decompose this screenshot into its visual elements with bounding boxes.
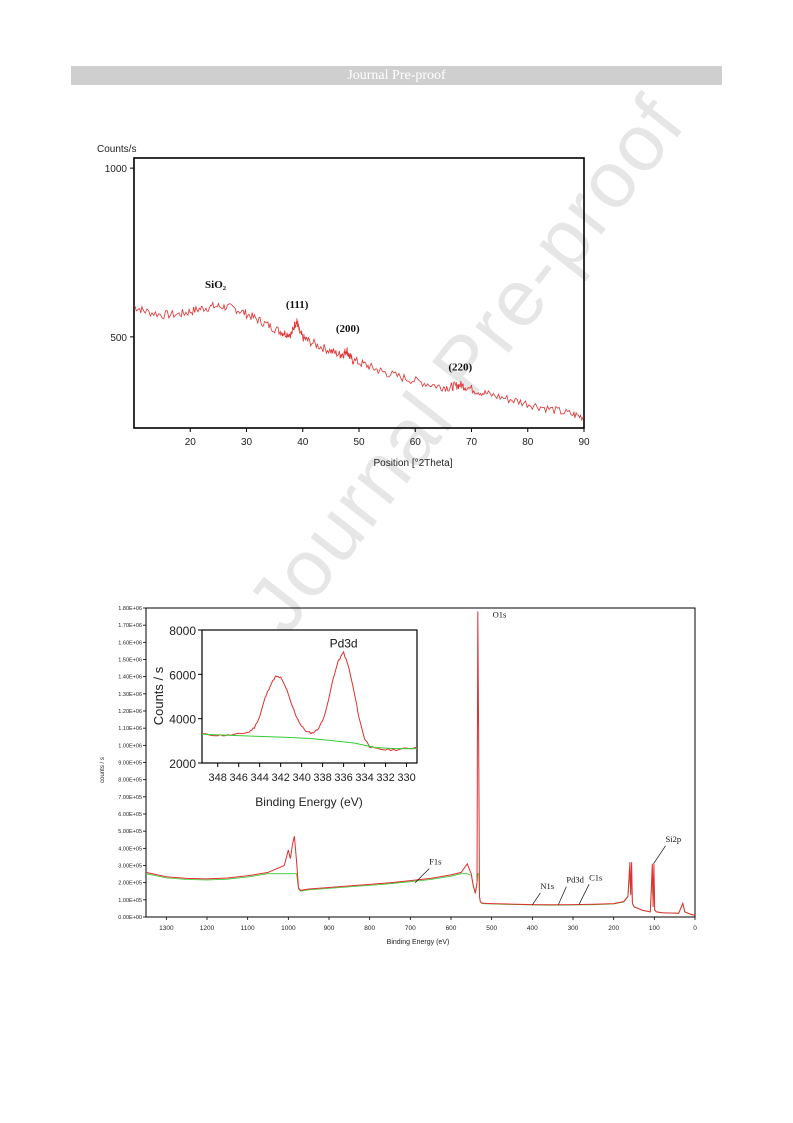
xrd-xtick-label: 50	[353, 437, 365, 448]
journal-banner: Journal Pre-proof	[71, 66, 722, 85]
xrd-xtick-label: 80	[522, 437, 534, 448]
xrd-xtick-label: 30	[241, 437, 253, 448]
pd3d-inset-chart: Counts / s Binding Energy (eV) 348 346 344…	[151, 624, 418, 809]
inset-ytick-label: 4000	[169, 713, 196, 727]
inset-background-line	[201, 733, 417, 750]
xps-peak-leader	[414, 868, 430, 883]
xps-xtick-label: 100	[649, 925, 660, 932]
xps-ytick-label: 1.00E+05	[118, 898, 142, 904]
xps-ytick-label: 0.00E+00	[118, 915, 142, 921]
xrd-xtick-label: 90	[578, 437, 590, 448]
xps-ytick-label: 3.00E+05	[118, 864, 142, 870]
inset-xtick-label: 336	[334, 772, 352, 784]
xps-xtick-label: 600	[446, 925, 457, 932]
xrd-xtick-label: 60	[410, 437, 422, 448]
inset-xtick-label: 332	[376, 772, 394, 784]
xps-xtick-label: 400	[527, 925, 538, 932]
xrd-peak-label: (200)	[336, 323, 360, 335]
xps-ytick-label: 5.00E+05	[118, 829, 142, 835]
xps-xtick-label: 1300	[159, 925, 174, 932]
inset-xtick-label: 340	[292, 772, 310, 784]
inset-ytick-label: 2000	[169, 757, 196, 771]
xrd-ytick-label: 1000	[105, 164, 128, 175]
xrd-peak-label: (111)	[286, 299, 309, 311]
xps-xtick-label: 800	[364, 925, 375, 932]
inset-xtick-label: 342	[271, 772, 289, 784]
xps-peak-label: F1s	[429, 857, 441, 867]
xps-ytick-label: 1.20E+06	[118, 709, 142, 715]
xrd-series-line	[133, 301, 585, 422]
inset-peak-label: Pd3d	[330, 637, 358, 651]
xps-xtick-label: 500	[486, 925, 497, 932]
xps-ylabel: counts / s	[100, 757, 106, 783]
xps-ytick-label: 1.70E+06	[118, 623, 142, 629]
xps-ytick-label: 1.30E+06	[118, 692, 142, 698]
xps-ytick-label: 2.00E+05	[118, 881, 142, 887]
inset-xtick-label: 348	[209, 772, 227, 784]
xps-xtick-label: 300	[568, 925, 579, 932]
xps-survey-chart: counts / s Binding Energy (eV) 1300 1200 1…	[100, 606, 697, 946]
xrd-ylabel: Counts/s	[97, 144, 136, 155]
xrd-xtick-label: 40	[297, 437, 309, 448]
inset-background	[202, 630, 417, 763]
xps-ytick-label: 9.00E+05	[118, 761, 142, 767]
xps-ytick-label: 1.10E+06	[118, 726, 142, 732]
xrd-ytick-label: 500	[110, 333, 127, 344]
xps-ytick-label: 4.00E+05	[118, 846, 142, 852]
xps-ytick-label: 1.80E+06	[118, 606, 142, 612]
inset-xtick-label: 334	[355, 772, 373, 784]
xrd-xtick-label: 70	[466, 437, 478, 448]
xps-ytick-label: 1.60E+06	[118, 640, 142, 646]
inset-xtick-label: 338	[313, 772, 331, 784]
xps-xtick-label: 700	[405, 925, 416, 932]
xps-xlabel: Binding Energy (eV)	[387, 939, 450, 946]
inset-ylabel: Counts / s	[151, 666, 166, 725]
xps-ytick-label: 6.00E+05	[118, 812, 142, 818]
inset-plot-frame	[201, 629, 418, 764]
inset-ytick-label: 6000	[169, 668, 196, 682]
inset-xtick-label: 346	[230, 772, 248, 784]
xps-ytick-label: 1.40E+06	[118, 675, 142, 681]
xps-ytick-label: 7.00E+05	[118, 795, 142, 801]
inset-xlabel: Binding Energy (eV)	[255, 795, 362, 809]
xps-peak-leader	[653, 845, 666, 864]
xps-peak-label: C1s	[589, 872, 602, 882]
xps-ytick-label: 1.00E+06	[118, 743, 142, 749]
xps-xtick-label: 1000	[281, 925, 296, 932]
xps-peak-label: N1s	[540, 881, 554, 891]
xps-xtick-label: 900	[324, 925, 335, 932]
xps-peak-label: Pd3d	[566, 875, 584, 885]
xps-xtick-label: 200	[608, 925, 619, 932]
xps-peak-leader	[578, 884, 590, 905]
xps-peak-leader	[558, 886, 567, 905]
xps-series-line	[145, 611, 696, 916]
xps-xtick-label: 0	[693, 925, 697, 932]
xrd-chart: Counts/s Position [°2Theta] 20 30 40 50 60 70…	[97, 144, 590, 469]
xrd-peak-label: (220)	[448, 362, 472, 374]
xrd-xlabel: Position [°2Theta]	[373, 458, 452, 469]
xrd-xtick-label: 20	[185, 437, 197, 448]
xps-ytick-label: 1.50E+06	[118, 658, 142, 664]
xps-peak-label: Si2p	[666, 834, 682, 844]
xrd-plot-frame	[133, 157, 585, 429]
inset-xtick-label: 330	[397, 772, 415, 784]
inset-ytick-label: 8000	[169, 624, 196, 638]
xps-xtick-label: 1100	[241, 925, 255, 932]
xrd-peak-label: SiO₂	[205, 279, 227, 291]
xps-peak-leader	[532, 892, 541, 906]
xps-peak-label: O1s	[493, 609, 507, 619]
inset-signal-line	[201, 650, 418, 752]
xps-ytick-label: 8.00E+05	[118, 778, 142, 784]
xps-xtick-label: 1200	[200, 925, 215, 932]
inset-xtick-label: 344	[251, 772, 269, 784]
